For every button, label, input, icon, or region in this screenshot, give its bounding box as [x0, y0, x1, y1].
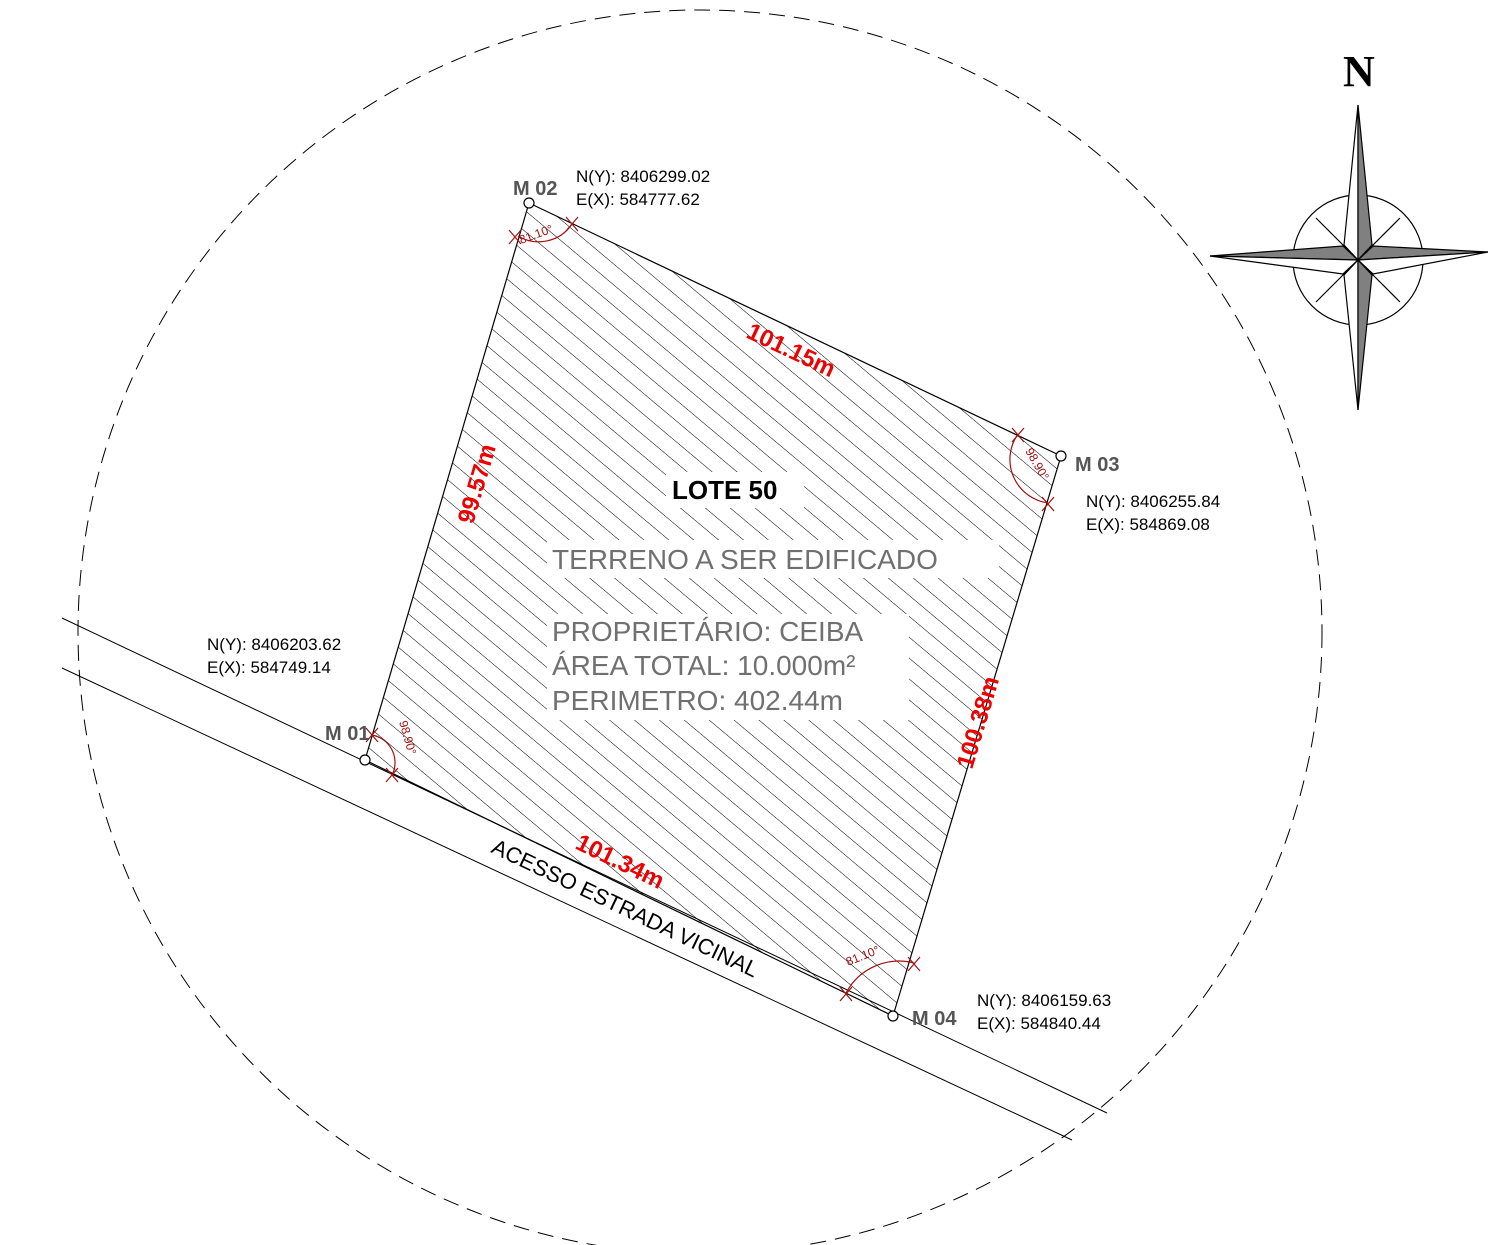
lot-polygon: [365, 203, 1061, 1016]
marker-point-m03: [1055, 450, 1067, 462]
tick-m02-a: [508, 229, 522, 245]
coord-north-m02: N(Y): 8406299.02: [576, 167, 710, 186]
marker-label-m02: M 02: [513, 178, 557, 200]
coord-east-m01: E(X): 584749.14: [207, 658, 331, 677]
compass-rose-icon: [1209, 104, 1488, 411]
north-label: N: [1343, 47, 1375, 96]
lot-side-m01-m02: [364, 202, 530, 761]
coord-north-m01: N(Y): 8406203.62: [207, 635, 341, 654]
angle-arc-m01: [371, 734, 396, 774]
tick-m04-a: [839, 986, 853, 1002]
lot-title: LOTE 50: [672, 475, 777, 505]
marker-label-m01: M 01: [325, 723, 369, 745]
marker-point-m02: [523, 197, 535, 209]
lot-side-m02-m03: [528, 202, 1062, 457]
lot-side-m03-m04: [892, 455, 1062, 1017]
lot-side-m04-m01: [364, 759, 894, 1017]
marker-label-m04: M 04: [912, 1008, 957, 1030]
tick-m01-b: [385, 767, 399, 783]
tick-m04-b: [907, 956, 921, 972]
marker-point-m04: [887, 1010, 899, 1022]
info-background: [547, 540, 999, 578]
marker-label-m03: M 03: [1075, 454, 1119, 476]
road-edge-lower: [61, 667, 1073, 1141]
coord-north-m03: N(Y): 8406255.84: [1086, 492, 1220, 511]
coord-north-m04: N(Y): 8406159.63: [977, 991, 1111, 1010]
radius-circle: [77, 9, 1323, 1245]
lot-perimeter: PERIMETRO: 402.44m: [552, 685, 843, 716]
info-background-2: [547, 614, 909, 720]
coord-east-m04: E(X): 584840.44: [977, 1014, 1101, 1033]
marker-point-m01: [359, 754, 371, 766]
lot-area: ÁREA TOTAL: 10.000m²: [552, 650, 855, 681]
tick-m02-b: [565, 216, 579, 232]
tick-m01-a: [365, 727, 379, 743]
angle-arc-m04: [845, 960, 915, 994]
angle-arc-m03: [1009, 433, 1049, 504]
lot-owner: PROPRIETÁRIO: CEIBA: [552, 616, 863, 647]
title-background: [666, 472, 804, 508]
tick-m03-a: [1011, 427, 1025, 443]
lot-description: TERRENO A SER EDIFICADO: [552, 544, 938, 575]
tick-m03-b: [1041, 496, 1055, 512]
coord-east-m03: E(X): 584869.08: [1086, 515, 1210, 534]
coord-east-m02: E(X): 584777.62: [576, 190, 700, 209]
